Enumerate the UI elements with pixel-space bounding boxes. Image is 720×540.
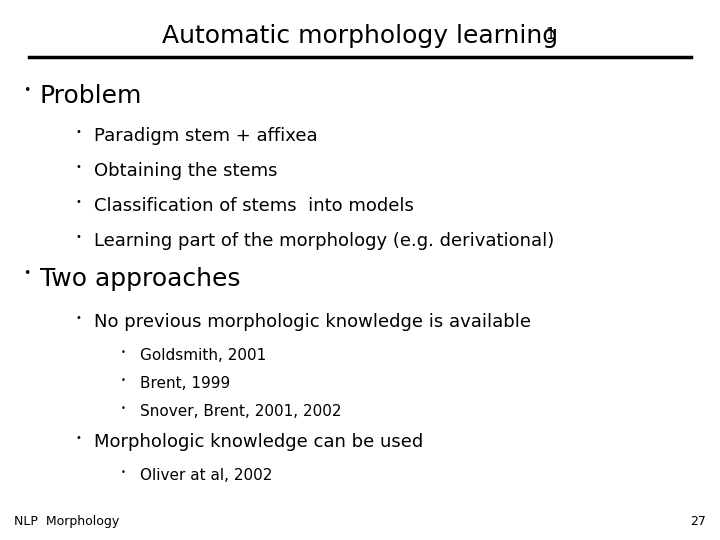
Text: Automatic morphology learning: Automatic morphology learning (162, 24, 558, 48)
Text: Classification of stems  into models: Classification of stems into models (94, 197, 413, 215)
Text: Oliver at al, 2002: Oliver at al, 2002 (140, 468, 273, 483)
Text: •: • (76, 433, 81, 443)
Text: Snover, Brent, 2001, 2002: Snover, Brent, 2001, 2002 (140, 404, 342, 420)
Text: •: • (76, 313, 81, 323)
Text: Goldsmith, 2001: Goldsmith, 2001 (140, 348, 266, 363)
Text: 1: 1 (546, 27, 555, 42)
Text: Morphologic knowledge can be used: Morphologic knowledge can be used (94, 433, 423, 450)
Text: •: • (121, 404, 126, 414)
Text: •: • (23, 84, 30, 97)
Text: Learning part of the morphology (e.g. derivational): Learning part of the morphology (e.g. de… (94, 232, 554, 250)
Text: Two approaches: Two approaches (40, 267, 240, 291)
Text: Problem: Problem (40, 84, 142, 107)
Text: •: • (76, 197, 81, 207)
Text: Paradigm stem + affixea: Paradigm stem + affixea (94, 127, 318, 145)
Text: •: • (121, 348, 126, 357)
Text: NLP  Morphology: NLP Morphology (14, 515, 120, 528)
Text: •: • (121, 468, 126, 477)
Text: Obtaining the stems: Obtaining the stems (94, 162, 277, 180)
Text: •: • (76, 127, 81, 137)
Text: •: • (121, 376, 126, 386)
Text: 27: 27 (690, 515, 706, 528)
Text: •: • (23, 267, 30, 280)
Text: No previous morphologic knowledge is available: No previous morphologic knowledge is ava… (94, 313, 531, 331)
Text: •: • (76, 162, 81, 172)
Text: •: • (76, 232, 81, 242)
Text: Brent, 1999: Brent, 1999 (140, 376, 230, 392)
